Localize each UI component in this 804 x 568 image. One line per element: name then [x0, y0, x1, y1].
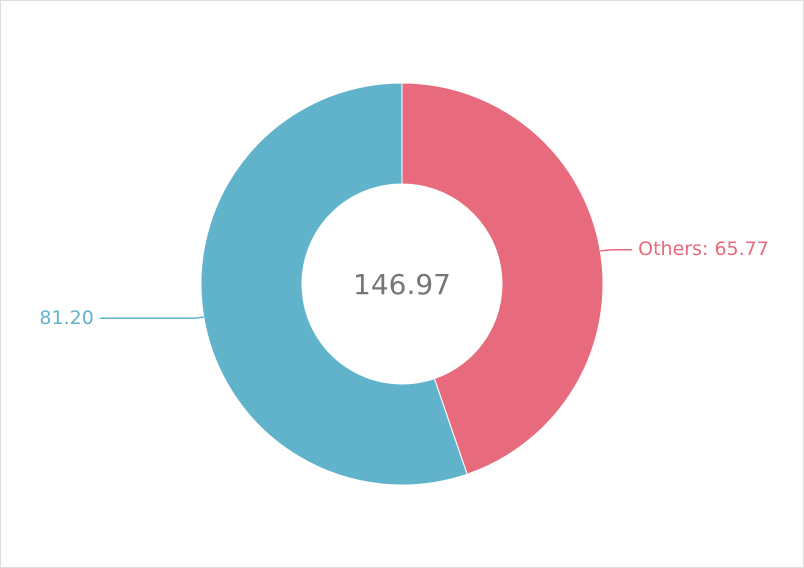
- leader-line: [99, 316, 204, 320]
- slice: [200, 82, 468, 486]
- data-label: Others: 65.77: [638, 238, 769, 260]
- leader-line: [600, 248, 633, 252]
- slice: [401, 82, 604, 475]
- data-label: 81.20: [39, 307, 93, 329]
- center-label: 146.97: [353, 268, 451, 301]
